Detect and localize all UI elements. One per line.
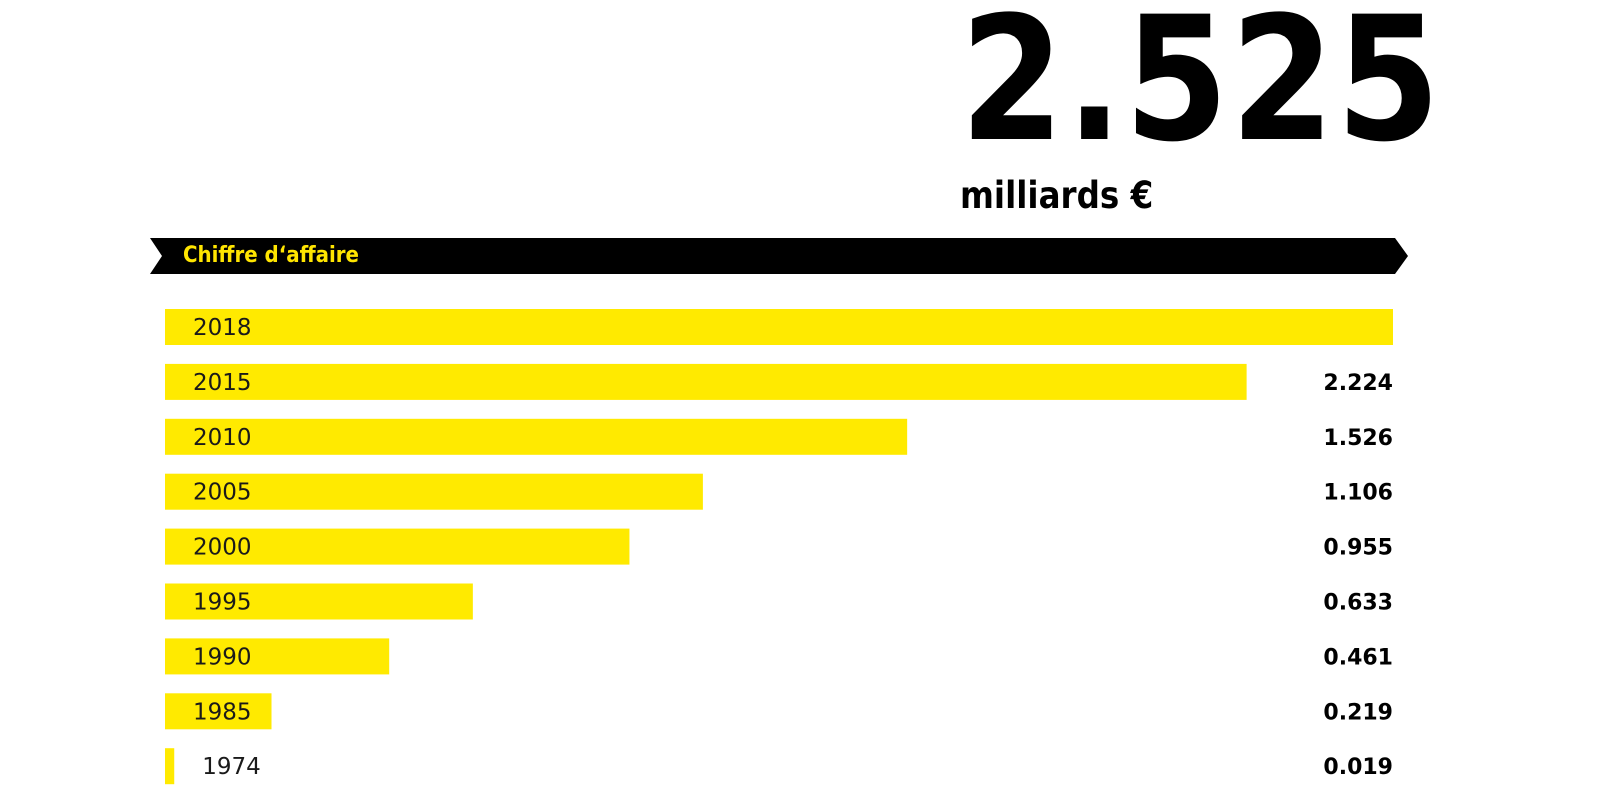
bar-category-label: 2018	[193, 315, 252, 341]
bar-category-label: 2010	[193, 425, 252, 451]
bar-category-label: 1990	[193, 644, 252, 670]
bar-value-label: 0.461	[1323, 645, 1393, 670]
bar-2005	[165, 473, 703, 510]
bar-value-label: 0.219	[1323, 700, 1393, 725]
bar-category-label: 2000	[193, 535, 252, 561]
headline-unit: milliards €	[960, 174, 1154, 217]
banner-shape	[150, 238, 1408, 274]
bar-category-label: 2015	[193, 370, 252, 396]
bar-category-label: 1985	[193, 699, 252, 725]
chart-title-banner: Chiffre d‘affaire	[150, 238, 1410, 274]
bar-category-label: 2005	[193, 480, 252, 506]
bar-2018	[165, 309, 1393, 345]
bar-2015	[165, 363, 1247, 400]
chart-title: Chiffre d‘affaire	[183, 243, 359, 268]
bar-category-label: 1995	[193, 590, 252, 616]
bar-1995	[165, 583, 473, 620]
bar-2010	[165, 418, 908, 455]
bar-value-label: 2.224	[1323, 371, 1393, 396]
bar-1974	[165, 748, 175, 785]
bar-1990	[165, 638, 390, 675]
bar-value-label: 1.106	[1323, 481, 1393, 506]
bar-1985	[165, 693, 272, 730]
bar-category-label: 1974	[202, 754, 261, 780]
bar-2000	[165, 528, 630, 565]
bar-value-label: 0.633	[1323, 591, 1393, 616]
bar-value-label: 0.955	[1323, 536, 1393, 561]
bar-value-label: 1.526	[1323, 426, 1393, 451]
headline-value: 2.525	[960, 0, 1443, 180]
bar-value-label: 0.019	[1323, 755, 1393, 780]
